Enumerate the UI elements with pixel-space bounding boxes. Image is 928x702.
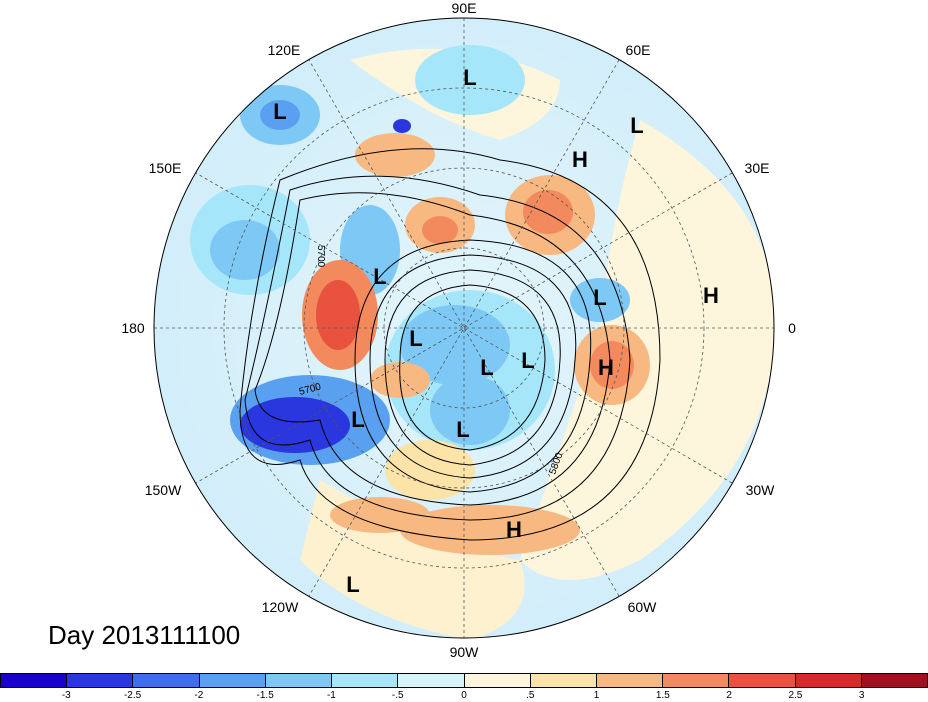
colorbar-cell (663, 674, 730, 687)
lon-label-60w: 60W (627, 599, 657, 615)
colorbar-tick-label: -2.5 (123, 690, 142, 701)
colorbar-cell (1, 674, 68, 687)
colorbar-cell (861, 674, 928, 687)
pressure-center-low: L (351, 407, 365, 432)
colorbar (0, 673, 928, 688)
colorbar-tick-label: .5 (526, 690, 535, 701)
lon-label-90w: 90W (449, 644, 479, 660)
pressure-center-low: L (630, 113, 644, 138)
pressure-center-low: L (593, 285, 607, 310)
colorbar-cell (795, 674, 862, 687)
lon-label-180: 180 (121, 320, 145, 336)
colorbar-cell (596, 674, 664, 687)
pressure-center-low: L (373, 264, 387, 289)
pressure-center-low: L (409, 326, 423, 351)
lon-label-60e: 60E (625, 42, 651, 58)
colorbar-tick-label: -1 (326, 690, 336, 701)
lon-label-120e: 120E (267, 42, 301, 58)
colorbar-tick-label: 1 (593, 690, 600, 701)
lon-label-90e: 90E (451, 0, 477, 16)
pressure-center-low: L (273, 99, 287, 124)
pressure-center-low: L (521, 348, 535, 373)
colorbar-cell (133, 674, 200, 687)
colorbar-cell (729, 674, 796, 687)
colorbar-cell (332, 674, 399, 687)
pressure-center-low: L (346, 572, 360, 597)
map-border (153, 17, 775, 639)
pressure-center-low: L (480, 355, 494, 380)
graticule (154, 18, 774, 638)
pressure-center-low: L (463, 65, 477, 90)
colorbar-tick-label: 2.5 (788, 690, 803, 701)
contour-lines (239, 148, 661, 541)
lon-label-120w: 120W (261, 599, 299, 615)
colorbar-cell (464, 674, 531, 687)
pressure-center-high: H (506, 517, 522, 542)
lon-label-0: 0 (788, 320, 796, 336)
pressure-center-high: H (572, 147, 588, 172)
colorbar-tick-label: -3 (61, 690, 71, 701)
colorbar-tick-label: -2 (194, 690, 204, 701)
contour-label: 5700 (315, 245, 326, 268)
colorbar-tick-label: 1.5 (655, 690, 670, 701)
lon-label-150w: 150W (144, 482, 182, 498)
colorbar-tick-label: 2 (726, 690, 732, 701)
colorbar-cell (265, 674, 333, 687)
lon-label-30w: 30W (745, 482, 775, 498)
pressure-center-high: H (703, 283, 719, 308)
map-title: Day 2013111100 (48, 620, 241, 650)
colorbar-cell (398, 674, 465, 687)
colorbar-cell (530, 674, 597, 687)
lon-label-150e: 150E (148, 160, 182, 176)
pressure-center-high: H (598, 355, 614, 380)
colorbar-cell (67, 674, 134, 687)
lon-label-30e: 30E (744, 160, 770, 176)
pressure-center-low: L (456, 417, 470, 442)
colorbar-tick-label: 0 (461, 690, 467, 701)
colorbar-tick-label: 3 (858, 690, 865, 701)
anomaly-field (190, 45, 774, 638)
colorbar-cell (199, 674, 266, 687)
colorbar-tick-label: -1.5 (256, 690, 274, 701)
colorbar-tick-label: -.5 (391, 690, 404, 701)
